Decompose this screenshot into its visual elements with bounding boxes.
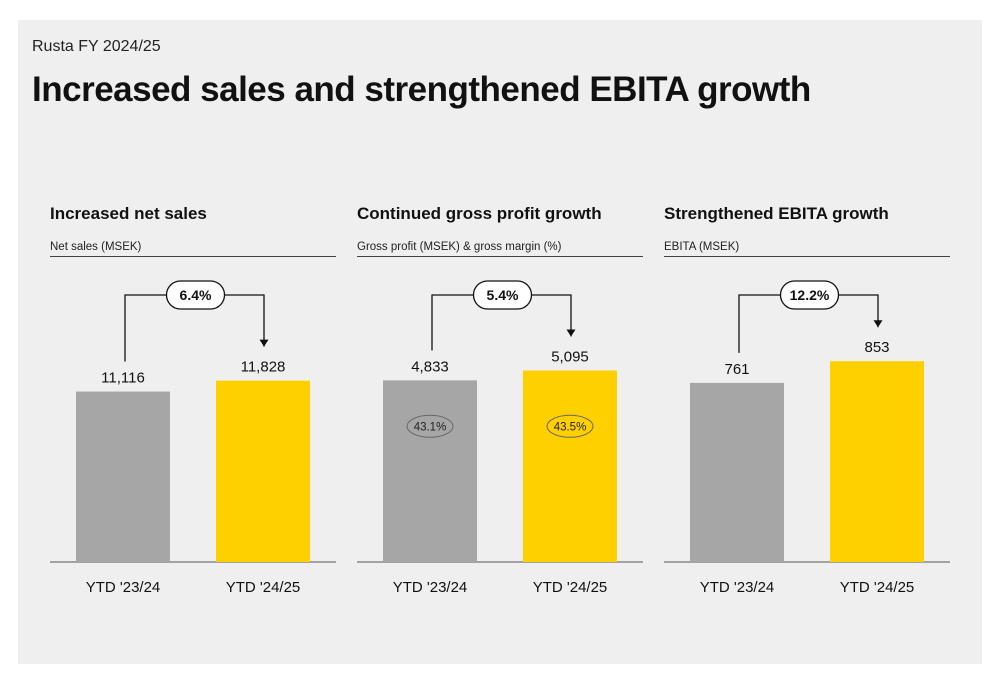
- growth-arrow-head: [566, 329, 576, 337]
- panel-title-gross-profit: Continued gross profit growth: [357, 204, 602, 223]
- x-tick-label: YTD '23/24: [700, 579, 775, 596]
- panel-axis-label-net-sales: Net sales (MSEK): [50, 241, 142, 253]
- bar-current-year: [830, 361, 924, 562]
- bar-value-label: 853: [864, 339, 889, 356]
- growth-label: 12.2%: [790, 287, 830, 303]
- x-tick-label: YTD '23/24: [393, 579, 468, 596]
- bar-prior-year: [690, 382, 784, 562]
- growth-badge: [779, 280, 840, 310]
- gross-margin-label: 43.5%: [554, 421, 587, 433]
- panel-rule-net-sales: [50, 256, 336, 257]
- gross-margin-label: 43.1%: [414, 421, 447, 433]
- bar-value-label: 5,095: [551, 349, 589, 366]
- bar-value-label: 11,828: [241, 359, 286, 376]
- slide-background: [18, 20, 982, 664]
- report-subtitle: Rusta FY 2024/25: [32, 38, 161, 55]
- panel-rule-ebita: [664, 256, 950, 257]
- gross-margin-badge: [546, 414, 594, 438]
- bar-current-year: [216, 380, 310, 562]
- growth-label: 5.4%: [487, 287, 519, 303]
- growth-badge: [472, 280, 533, 310]
- growth-label: 6.4%: [180, 287, 212, 303]
- panel-axis-label-ebita: EBITA (MSEK): [664, 241, 740, 253]
- panel-title-net-sales: Increased net sales: [50, 204, 207, 223]
- bar-prior-year: [76, 391, 170, 562]
- panel-axis-label-gross-profit: Gross profit (MSEK) & gross margin (%): [357, 241, 562, 253]
- panel-title-ebita: Strengthened EBITA growth: [664, 204, 889, 223]
- bar-prior-year: [383, 380, 477, 562]
- panel-rule-gross-profit: [357, 256, 643, 257]
- bar-value-label: 11,116: [101, 370, 145, 387]
- growth-arrow-head: [873, 320, 883, 328]
- bar-value-label: 4,833: [411, 358, 449, 375]
- bar-current-year: [523, 370, 617, 562]
- x-tick-label: YTD '24/25: [533, 579, 608, 596]
- growth-arrow-head: [259, 339, 269, 347]
- x-tick-label: YTD '23/24: [86, 579, 161, 596]
- x-tick-label: YTD '24/25: [226, 579, 301, 596]
- bar-value-label: 761: [724, 361, 749, 378]
- x-tick-label: YTD '24/25: [840, 579, 915, 596]
- growth-badge: [165, 280, 226, 310]
- page-title: Increased sales and strengthened EBITA g…: [32, 70, 811, 109]
- gross-margin-badge: [406, 414, 454, 438]
